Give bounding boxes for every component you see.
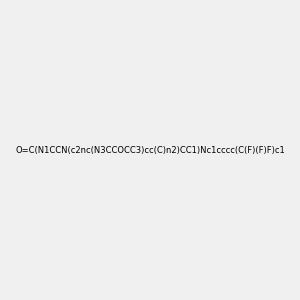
Text: O=C(N1CCN(c2nc(N3CCOCC3)cc(C)n2)CC1)Nc1cccc(C(F)(F)F)c1: O=C(N1CCN(c2nc(N3CCOCC3)cc(C)n2)CC1)Nc1c… [15, 146, 285, 154]
